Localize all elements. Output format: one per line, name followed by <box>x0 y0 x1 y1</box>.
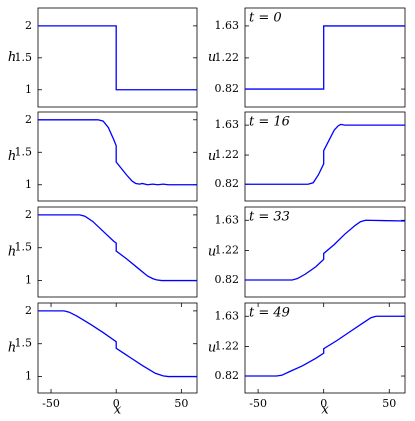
x-tick-label: 0 <box>113 397 120 410</box>
y-axis-label: h <box>8 341 16 356</box>
y-tick-label: 2 <box>25 113 32 126</box>
y-tick-label: 0.82 <box>215 273 240 286</box>
plot-frame <box>244 111 406 202</box>
y-tick-label: 1.63 <box>215 309 240 322</box>
y-axis-label: u <box>208 149 216 164</box>
y-tick-label: 2 <box>25 19 32 32</box>
y-axis-label: h <box>8 50 16 65</box>
x-tick-label: 50 <box>382 397 396 410</box>
y-tick-label: 1.63 <box>215 213 240 226</box>
y-tick-label: 1.63 <box>215 19 240 32</box>
data-line <box>38 214 197 282</box>
y-tick-label: 1 <box>25 178 32 191</box>
x-axis-label: x <box>114 403 122 418</box>
data-line <box>245 25 405 90</box>
y-tick-label: 1 <box>25 370 32 383</box>
x-axis-label: x <box>321 403 329 418</box>
annotation: t = 49 <box>249 306 290 321</box>
y-axis-label: u <box>208 341 216 356</box>
plot-frame <box>244 206 406 298</box>
y-tick-label: 0.82 <box>215 82 240 95</box>
annotation: t = 16 <box>249 115 290 130</box>
annotation: t = 0 <box>249 11 282 26</box>
data-line <box>245 219 406 281</box>
y-tick-label: 1.22 <box>215 51 240 64</box>
y-tick-label: 1.22 <box>215 148 240 161</box>
y-axis-label: h <box>8 245 16 260</box>
y-tick-label: 0.82 <box>215 177 240 190</box>
y-tick-label: 1.22 <box>215 340 240 353</box>
x-tick-label: 0 <box>320 397 327 410</box>
plot-frame <box>37 111 198 202</box>
y-tick-label: 0.82 <box>215 369 240 382</box>
y-tick-label: 1 <box>25 274 32 287</box>
y-tick-label: 2 <box>25 304 32 317</box>
plot-frame <box>244 302 406 394</box>
y-tick-label: 1.63 <box>215 118 240 131</box>
y-axis-label: u <box>208 50 216 65</box>
plot-frame <box>37 302 198 394</box>
data-line <box>38 119 197 186</box>
y-tick-label: 1.5 <box>15 51 33 64</box>
y-tick-label: 1.5 <box>15 145 33 158</box>
y-tick-label: 1.5 <box>15 337 33 350</box>
y-axis-label: u <box>208 245 216 260</box>
y-tick-label: 1.5 <box>15 241 33 254</box>
plot-frame <box>37 7 198 108</box>
y-tick-label: 2 <box>25 208 32 221</box>
x-tick-label: -50 <box>249 397 267 410</box>
annotation: t = 33 <box>249 210 290 225</box>
data-line <box>38 25 197 91</box>
data-line <box>38 310 197 378</box>
x-tick-label: -50 <box>42 397 60 410</box>
data-line <box>245 123 405 185</box>
x-tick-label: 50 <box>174 397 188 410</box>
data-line <box>245 315 405 377</box>
y-tick-label: 1.22 <box>215 244 240 257</box>
plot-frame <box>37 206 198 298</box>
y-axis-label: h <box>8 149 16 164</box>
y-tick-label: 1 <box>25 83 32 96</box>
